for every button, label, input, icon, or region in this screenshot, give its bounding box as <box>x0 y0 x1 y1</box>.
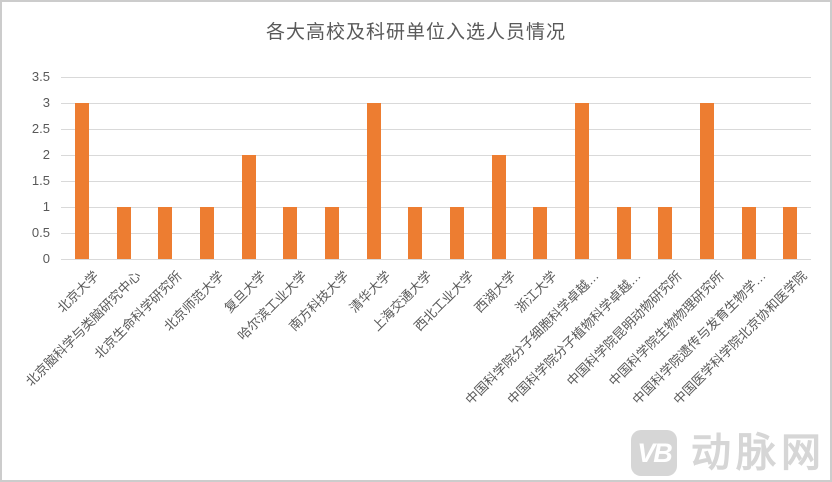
gridline <box>61 76 811 78</box>
bar <box>408 207 423 259</box>
y-tick-label: 3.5 <box>31 69 50 84</box>
vb-logo-icon: VB <box>631 430 677 476</box>
bar <box>366 103 381 259</box>
gridline <box>61 232 811 234</box>
y-tick-label: 1 <box>42 199 50 214</box>
y-tick-label: 0 <box>42 251 50 266</box>
bar <box>783 207 798 259</box>
watermark-brand-text: 动脉网 <box>691 431 826 475</box>
gridline <box>61 102 811 104</box>
gridline <box>61 154 811 156</box>
bar <box>74 103 89 259</box>
gridline <box>61 258 811 260</box>
bar <box>199 207 214 259</box>
bar <box>449 207 464 259</box>
y-tick-label: 2 <box>42 147 50 162</box>
bar <box>574 103 589 259</box>
bar <box>158 207 173 259</box>
y-tick-label: 0.5 <box>31 225 50 240</box>
y-tick-label: 3 <box>42 95 50 110</box>
bar <box>741 207 756 259</box>
gridline <box>61 206 811 208</box>
gridline <box>61 128 811 130</box>
bar <box>491 155 506 259</box>
y-tick-label: 1.5 <box>31 173 50 188</box>
bar <box>616 207 631 259</box>
bar <box>533 207 548 259</box>
bar <box>699 103 714 259</box>
bar <box>324 207 339 259</box>
bar <box>283 207 298 259</box>
bar <box>658 207 673 259</box>
bar <box>116 207 131 259</box>
bar <box>241 155 256 259</box>
y-tick-label: 2.5 <box>31 121 50 136</box>
gridline <box>61 180 811 182</box>
chart-title: 各大高校及科研单位入选人员情况 <box>265 22 566 43</box>
watermark: VB 动脉网 <box>631 430 826 476</box>
